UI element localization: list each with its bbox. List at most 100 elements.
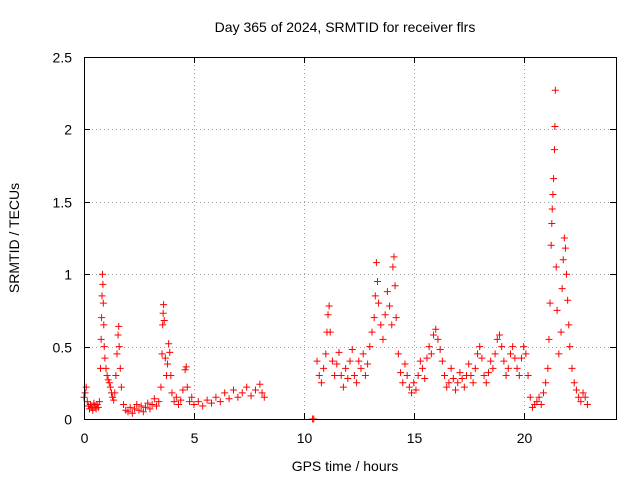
- data-point: [158, 350, 166, 358]
- data-point: [502, 372, 510, 380]
- y-tick-label: 1: [64, 267, 72, 283]
- data-point: [256, 380, 264, 388]
- data-point: [135, 406, 143, 414]
- data-point: [208, 399, 216, 407]
- data-point: [397, 369, 405, 377]
- data-point: [203, 396, 211, 404]
- data-point: [164, 360, 172, 368]
- data-point: [324, 311, 332, 319]
- data-point: [357, 364, 365, 372]
- data-point: [559, 256, 567, 264]
- x-tick-label: 10: [297, 430, 313, 446]
- data-point: [258, 389, 266, 397]
- data-point: [364, 360, 372, 368]
- data-point: [563, 270, 571, 278]
- data-point: [405, 383, 413, 391]
- data-point: [539, 389, 547, 397]
- data-point: [111, 389, 119, 397]
- data-point: [105, 379, 113, 387]
- data-point: [216, 398, 224, 406]
- data-point: [480, 372, 488, 380]
- data-point: [484, 369, 492, 377]
- data-point: [166, 348, 174, 356]
- data-point: [186, 398, 194, 406]
- data-point: [168, 389, 176, 397]
- plot-frame: [84, 57, 617, 420]
- data-point: [346, 357, 354, 365]
- data-point: [581, 393, 589, 401]
- data-point: [170, 398, 178, 406]
- data-point: [498, 343, 506, 351]
- data-point: [549, 191, 557, 199]
- data-point: [388, 321, 396, 329]
- data-point: [342, 364, 350, 372]
- data-point: [98, 270, 106, 278]
- data-point: [317, 379, 325, 387]
- data-point: [399, 379, 407, 387]
- data-point: [551, 123, 559, 131]
- data-point: [394, 350, 402, 358]
- data-point: [251, 386, 259, 394]
- data-point: [458, 374, 466, 382]
- data-point: [116, 364, 124, 372]
- data-point: [315, 372, 323, 380]
- data-point: [421, 374, 429, 382]
- data-point: [441, 372, 449, 380]
- data-point: [139, 408, 147, 416]
- y-tick-labels: 0 0.5 1 1.5 2 2.5: [53, 50, 73, 428]
- data-point: [572, 386, 580, 394]
- data-point: [97, 335, 105, 343]
- data-point: [476, 343, 484, 351]
- axis-ticks: [84, 57, 616, 420]
- data-point: [368, 328, 376, 336]
- data-point: [509, 343, 517, 351]
- data-point: [355, 357, 363, 365]
- data-point: [181, 366, 189, 374]
- data-point: [113, 350, 121, 358]
- data-point: [555, 350, 563, 358]
- data-point: [142, 403, 150, 411]
- data-point: [89, 406, 97, 414]
- data-point: [165, 340, 173, 348]
- data-point: [568, 364, 576, 372]
- data-point: [548, 220, 556, 228]
- data-point: [465, 360, 473, 368]
- data-point: [454, 379, 462, 387]
- data-point: [427, 350, 435, 358]
- x-tick-label: 5: [191, 430, 199, 446]
- data-point: [98, 314, 106, 322]
- data-point: [533, 398, 541, 406]
- data-point: [425, 343, 433, 351]
- data-point: [366, 343, 374, 351]
- data-point: [511, 354, 519, 362]
- data-point: [337, 372, 345, 380]
- data-point: [160, 317, 168, 325]
- x-tick-label: 0: [81, 430, 89, 446]
- data-point: [535, 393, 543, 401]
- data-point: [81, 389, 89, 397]
- data-point: [94, 403, 102, 411]
- data-point: [120, 401, 128, 409]
- data-point: [550, 146, 558, 154]
- data-point: [221, 389, 229, 397]
- data-point: [153, 402, 161, 410]
- data-point: [517, 354, 525, 362]
- data-point: [159, 321, 167, 329]
- data-point: [372, 259, 380, 267]
- data-point: [390, 253, 398, 261]
- data-point: [133, 401, 141, 409]
- data-point: [146, 405, 154, 413]
- data-point: [414, 372, 422, 380]
- data-point: [373, 277, 381, 285]
- data-point: [177, 396, 185, 404]
- data-point: [445, 379, 453, 387]
- data-point: [577, 398, 585, 406]
- data-point: [182, 363, 190, 371]
- data-point: [579, 389, 587, 397]
- data-point: [110, 396, 118, 404]
- data-point: [112, 372, 120, 380]
- data-point: [90, 399, 98, 407]
- data-point: [412, 386, 420, 394]
- data-point: [524, 372, 532, 380]
- data-point: [320, 364, 328, 372]
